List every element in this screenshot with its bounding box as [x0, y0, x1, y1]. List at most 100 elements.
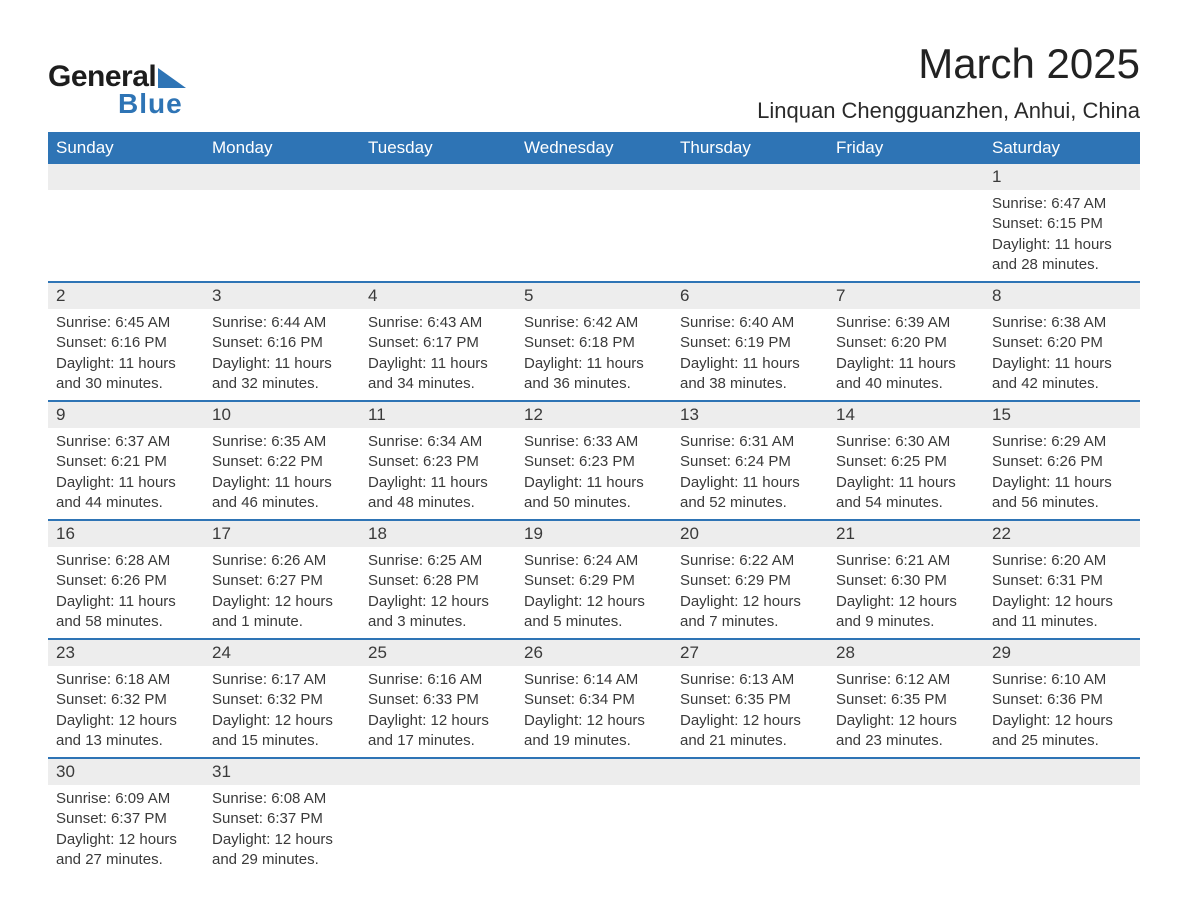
- header: General Blue March 2025 Linquan Chenggua…: [48, 40, 1140, 124]
- day-detail-cell: Sunrise: 6:25 AMSunset: 6:28 PMDaylight:…: [360, 547, 516, 639]
- day-detail-cell: Sunrise: 6:14 AMSunset: 6:34 PMDaylight:…: [516, 666, 672, 758]
- day-detail-cell: Sunrise: 6:09 AMSunset: 6:37 PMDaylight:…: [48, 785, 204, 876]
- day-detail-cell: Sunrise: 6:24 AMSunset: 6:29 PMDaylight:…: [516, 547, 672, 639]
- day-number-cell: 12: [516, 401, 672, 428]
- day-number-cell: 15: [984, 401, 1140, 428]
- day-detail-cell: [360, 190, 516, 282]
- day-number-cell: 11: [360, 401, 516, 428]
- day-number-cell: [360, 164, 516, 190]
- day-number-cell: 18: [360, 520, 516, 547]
- day-number-cell: 19: [516, 520, 672, 547]
- day-number-cell: [48, 164, 204, 190]
- day-detail-cell: Sunrise: 6:29 AMSunset: 6:26 PMDaylight:…: [984, 428, 1140, 520]
- day-number-cell: 13: [672, 401, 828, 428]
- day-number-cell: 17: [204, 520, 360, 547]
- day-number-row: 2345678: [48, 282, 1140, 309]
- day-number-cell: 23: [48, 639, 204, 666]
- day-number-cell: 21: [828, 520, 984, 547]
- day-number-cell: [672, 164, 828, 190]
- day-detail-cell: Sunrise: 6:26 AMSunset: 6:27 PMDaylight:…: [204, 547, 360, 639]
- day-number-row: 1: [48, 164, 1140, 190]
- day-number-row: 23242526272829: [48, 639, 1140, 666]
- day-detail-cell: Sunrise: 6:21 AMSunset: 6:30 PMDaylight:…: [828, 547, 984, 639]
- weekday-header: Monday: [204, 132, 360, 164]
- day-detail-row: Sunrise: 6:37 AMSunset: 6:21 PMDaylight:…: [48, 428, 1140, 520]
- day-number-cell: [360, 758, 516, 785]
- weekday-header: Saturday: [984, 132, 1140, 164]
- brand-triangle-icon: [158, 68, 186, 88]
- day-detail-cell: Sunrise: 6:33 AMSunset: 6:23 PMDaylight:…: [516, 428, 672, 520]
- day-number-cell: 25: [360, 639, 516, 666]
- day-detail-cell: Sunrise: 6:47 AMSunset: 6:15 PMDaylight:…: [984, 190, 1140, 282]
- weekday-header: Thursday: [672, 132, 828, 164]
- day-number-row: 16171819202122: [48, 520, 1140, 547]
- day-detail-cell: [672, 190, 828, 282]
- day-detail-cell: [48, 190, 204, 282]
- day-number-cell: 22: [984, 520, 1140, 547]
- day-detail-cell: [828, 190, 984, 282]
- day-detail-cell: [360, 785, 516, 876]
- day-number-cell: 30: [48, 758, 204, 785]
- day-detail-cell: Sunrise: 6:43 AMSunset: 6:17 PMDaylight:…: [360, 309, 516, 401]
- day-number-cell: [204, 164, 360, 190]
- day-number-cell: 1: [984, 164, 1140, 190]
- day-detail-cell: Sunrise: 6:31 AMSunset: 6:24 PMDaylight:…: [672, 428, 828, 520]
- day-number-cell: [984, 758, 1140, 785]
- day-detail-cell: Sunrise: 6:12 AMSunset: 6:35 PMDaylight:…: [828, 666, 984, 758]
- day-detail-cell: Sunrise: 6:22 AMSunset: 6:29 PMDaylight:…: [672, 547, 828, 639]
- day-detail-cell: Sunrise: 6:20 AMSunset: 6:31 PMDaylight:…: [984, 547, 1140, 639]
- day-number-cell: 27: [672, 639, 828, 666]
- day-detail-cell: Sunrise: 6:39 AMSunset: 6:20 PMDaylight:…: [828, 309, 984, 401]
- day-detail-row: Sunrise: 6:47 AMSunset: 6:15 PMDaylight:…: [48, 190, 1140, 282]
- day-detail-cell: [672, 785, 828, 876]
- day-detail-row: Sunrise: 6:18 AMSunset: 6:32 PMDaylight:…: [48, 666, 1140, 758]
- day-number-cell: 14: [828, 401, 984, 428]
- day-detail-row: Sunrise: 6:45 AMSunset: 6:16 PMDaylight:…: [48, 309, 1140, 401]
- day-detail-cell: Sunrise: 6:37 AMSunset: 6:21 PMDaylight:…: [48, 428, 204, 520]
- day-detail-cell: Sunrise: 6:16 AMSunset: 6:33 PMDaylight:…: [360, 666, 516, 758]
- day-number-cell: [828, 758, 984, 785]
- day-detail-cell: Sunrise: 6:28 AMSunset: 6:26 PMDaylight:…: [48, 547, 204, 639]
- day-number-cell: [828, 164, 984, 190]
- day-detail-cell: Sunrise: 6:35 AMSunset: 6:22 PMDaylight:…: [204, 428, 360, 520]
- day-number-cell: 9: [48, 401, 204, 428]
- day-detail-cell: [828, 785, 984, 876]
- day-detail-cell: Sunrise: 6:08 AMSunset: 6:37 PMDaylight:…: [204, 785, 360, 876]
- day-number-cell: [516, 758, 672, 785]
- day-detail-cell: Sunrise: 6:40 AMSunset: 6:19 PMDaylight:…: [672, 309, 828, 401]
- brand-logo: General Blue: [48, 60, 186, 120]
- day-number-cell: 10: [204, 401, 360, 428]
- day-number-cell: 26: [516, 639, 672, 666]
- day-number-cell: [672, 758, 828, 785]
- sunrise-calendar: Sunday Monday Tuesday Wednesday Thursday…: [48, 132, 1140, 876]
- weekday-header-row: Sunday Monday Tuesday Wednesday Thursday…: [48, 132, 1140, 164]
- day-number-cell: 7: [828, 282, 984, 309]
- day-number-cell: 3: [204, 282, 360, 309]
- day-detail-cell: Sunrise: 6:17 AMSunset: 6:32 PMDaylight:…: [204, 666, 360, 758]
- day-number-cell: [516, 164, 672, 190]
- day-detail-cell: [204, 190, 360, 282]
- day-detail-cell: Sunrise: 6:38 AMSunset: 6:20 PMDaylight:…: [984, 309, 1140, 401]
- weekday-header: Tuesday: [360, 132, 516, 164]
- day-number-cell: 20: [672, 520, 828, 547]
- day-number-cell: 16: [48, 520, 204, 547]
- day-number-cell: 24: [204, 639, 360, 666]
- day-detail-cell: Sunrise: 6:10 AMSunset: 6:36 PMDaylight:…: [984, 666, 1140, 758]
- day-detail-cell: Sunrise: 6:13 AMSunset: 6:35 PMDaylight:…: [672, 666, 828, 758]
- day-detail-cell: Sunrise: 6:34 AMSunset: 6:23 PMDaylight:…: [360, 428, 516, 520]
- day-number-cell: 31: [204, 758, 360, 785]
- day-detail-row: Sunrise: 6:28 AMSunset: 6:26 PMDaylight:…: [48, 547, 1140, 639]
- day-detail-cell: [984, 785, 1140, 876]
- day-detail-cell: Sunrise: 6:18 AMSunset: 6:32 PMDaylight:…: [48, 666, 204, 758]
- weekday-header: Wednesday: [516, 132, 672, 164]
- day-number-cell: 6: [672, 282, 828, 309]
- location-label: Linquan Chengguanzhen, Anhui, China: [757, 98, 1140, 124]
- weekday-header: Sunday: [48, 132, 204, 164]
- title-block: March 2025 Linquan Chengguanzhen, Anhui,…: [757, 40, 1140, 124]
- day-number-cell: 28: [828, 639, 984, 666]
- day-detail-cell: Sunrise: 6:45 AMSunset: 6:16 PMDaylight:…: [48, 309, 204, 401]
- day-number-cell: 4: [360, 282, 516, 309]
- month-title: March 2025: [757, 40, 1140, 88]
- day-detail-cell: Sunrise: 6:44 AMSunset: 6:16 PMDaylight:…: [204, 309, 360, 401]
- day-detail-cell: [516, 785, 672, 876]
